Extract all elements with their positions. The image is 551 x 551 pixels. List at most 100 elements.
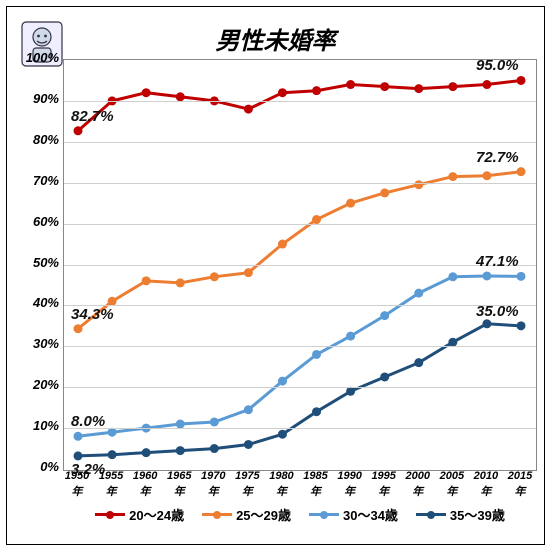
legend-label: 30～34歳 — [343, 505, 398, 524]
chart-title: 男性未婚率 — [7, 21, 544, 56]
gridline — [64, 142, 536, 143]
series-marker — [517, 76, 526, 85]
series-marker — [448, 272, 457, 281]
y-tick-label: 0% — [11, 459, 59, 474]
series-marker — [278, 240, 287, 249]
series-marker — [346, 199, 355, 208]
y-tick-label: 100% — [11, 50, 59, 65]
x-tick-year: 2005 — [436, 470, 468, 482]
legend-item: 20～24歳 — [95, 505, 184, 524]
series-marker — [244, 440, 253, 449]
x-tick-year: 1985 — [300, 470, 332, 482]
x-tick-year: 1960 — [129, 470, 161, 482]
series-marker — [346, 80, 355, 89]
gridline — [64, 346, 536, 347]
gridline — [64, 101, 536, 102]
legend-item: 35～39歳 — [416, 505, 505, 524]
series-marker — [414, 180, 423, 189]
x-tick-year: 1975 — [231, 470, 263, 482]
x-tick-year: 2010 — [470, 470, 502, 482]
series-marker — [74, 451, 83, 460]
chart-frame: 男性未婚率 20～24歳25～29歳30～34歳35～39歳 0%10%20%3… — [6, 6, 545, 545]
x-tick-year: 2000 — [402, 470, 434, 482]
series-marker — [312, 350, 321, 359]
x-tick-unit: 年 — [300, 483, 332, 499]
series-marker — [482, 80, 491, 89]
gridline — [64, 428, 536, 429]
legend-marker — [213, 511, 221, 519]
legend-label: 20～24歳 — [129, 505, 184, 524]
x-tick-unit: 年 — [368, 483, 400, 499]
series-marker — [74, 324, 83, 333]
series-marker — [278, 430, 287, 439]
x-tick-year: 1965 — [163, 470, 195, 482]
gridline — [64, 224, 536, 225]
series-marker — [482, 271, 491, 280]
x-tick-unit: 年 — [402, 483, 434, 499]
x-tick-unit: 年 — [504, 483, 536, 499]
series-marker — [74, 126, 83, 135]
series-start-label: 8.0% — [71, 413, 105, 430]
series-marker — [414, 358, 423, 367]
series-start-label: 3.2% — [71, 461, 105, 478]
series-marker — [517, 321, 526, 330]
series-marker — [448, 172, 457, 181]
x-tick-unit: 年 — [436, 483, 468, 499]
series-marker — [176, 278, 185, 287]
legend-swatch — [309, 513, 339, 516]
legend-item: 30～34歳 — [309, 505, 398, 524]
x-tick-year: 1995 — [368, 470, 400, 482]
series-marker — [448, 82, 457, 91]
series-marker — [380, 372, 389, 381]
legend-label: 35～39歳 — [450, 505, 505, 524]
x-tick-unit: 年 — [265, 483, 297, 499]
series-end-label: 47.1% — [476, 253, 519, 270]
series-start-label: 82.7% — [71, 108, 114, 125]
x-tick-unit: 年 — [95, 483, 127, 499]
series-marker — [278, 377, 287, 386]
series-end-label: 35.0% — [476, 303, 519, 320]
x-tick-year: 1980 — [265, 470, 297, 482]
x-tick-year: 1970 — [197, 470, 229, 482]
x-tick-unit: 年 — [61, 483, 93, 499]
series-marker — [142, 448, 151, 457]
series-marker — [142, 88, 151, 97]
series-marker — [210, 417, 219, 426]
series-start-label: 34.3% — [71, 306, 114, 323]
plot-area — [63, 59, 537, 471]
y-tick-label: 50% — [11, 255, 59, 270]
y-tick-label: 30% — [11, 336, 59, 351]
series-marker — [210, 272, 219, 281]
series-marker — [517, 167, 526, 176]
series-marker — [380, 311, 389, 320]
x-tick-unit: 年 — [197, 483, 229, 499]
y-tick-label: 90% — [11, 91, 59, 106]
x-tick-unit: 年 — [334, 483, 366, 499]
series-marker — [244, 268, 253, 277]
series-marker — [142, 276, 151, 285]
gridline — [64, 305, 536, 306]
legend-swatch — [202, 513, 232, 516]
series-marker — [210, 444, 219, 453]
x-tick-year: 1990 — [334, 470, 366, 482]
legend: 20～24歳 25～29歳 30～34歳 35～39歳 — [63, 505, 537, 524]
series-marker — [414, 84, 423, 93]
series-marker — [380, 82, 389, 91]
legend-swatch — [95, 513, 125, 516]
y-tick-label: 10% — [11, 418, 59, 433]
legend-label: 25～29歳 — [236, 505, 291, 524]
series-marker — [74, 432, 83, 441]
x-tick-unit: 年 — [129, 483, 161, 499]
y-tick-label: 70% — [11, 173, 59, 188]
x-tick-unit: 年 — [163, 483, 195, 499]
series-marker — [517, 272, 526, 281]
series-end-label: 72.7% — [476, 149, 519, 166]
legend-marker — [427, 511, 435, 519]
gridline — [64, 265, 536, 266]
series-marker — [312, 86, 321, 95]
x-tick-year: 2015 — [504, 470, 536, 482]
series-marker — [244, 405, 253, 414]
series-marker — [312, 407, 321, 416]
series-marker — [482, 171, 491, 180]
series-end-label: 95.0% — [476, 57, 519, 74]
